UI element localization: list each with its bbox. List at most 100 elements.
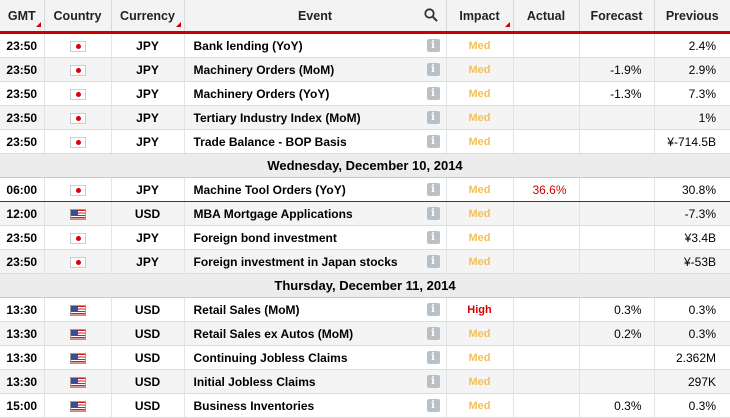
forecast-value: -1.3% <box>579 81 655 106</box>
event-time: 12:00 <box>0 201 45 226</box>
info-icon[interactable]: i <box>426 135 440 148</box>
previous-value: ¥3.4B <box>654 225 730 250</box>
column-header-gmt[interactable]: GMT <box>0 0 45 34</box>
event-name: Continuing Jobless Claims i <box>184 345 447 370</box>
impact-level: Med <box>446 201 514 226</box>
actual-value <box>513 297 580 322</box>
event-name-label[interactable]: Retail Sales (MoM) <box>193 302 300 317</box>
column-header-previous: Previous <box>654 0 730 34</box>
country-flag-cell <box>44 321 112 346</box>
sort-icon[interactable] <box>35 22 41 27</box>
event-row[interactable]: 23:50 JPY Foreign bond investment i Med ¥3.4B <box>0 225 730 250</box>
forecast-value <box>579 201 655 226</box>
sort-icon[interactable] <box>175 22 181 27</box>
event-row[interactable]: 23:50 JPY Machinery Orders (MoM) i Med -1.9% 2… <box>0 57 730 82</box>
info-icon[interactable]: i <box>426 87 440 100</box>
forecast-value: 0.2% <box>579 321 655 346</box>
event-row[interactable]: 23:50 JPY Tertiary Industry Index (MoM) i Me… <box>0 105 730 130</box>
event-time: 13:30 <box>0 345 45 370</box>
jp-flag-icon <box>69 184 86 196</box>
event-row[interactable]: 23:50 JPY Foreign investment in Japan stoc… <box>0 249 730 274</box>
date-separator-label: Thursday, December 11, 2014 <box>0 273 730 298</box>
info-icon[interactable]: i <box>426 207 440 220</box>
event-name-label[interactable]: Machine Tool Orders (YoY) <box>193 182 346 197</box>
event-name-label[interactable]: Business Inventories <box>193 398 315 413</box>
event-time: 23:50 <box>0 225 45 250</box>
forecast-value <box>579 225 655 250</box>
event-name-label[interactable]: Retail Sales ex Autos (MoM) <box>193 326 354 341</box>
event-name-label[interactable]: Tertiary Industry Index (MoM) <box>193 110 361 125</box>
us-flag-icon <box>69 208 86 220</box>
currency-code: USD <box>111 297 185 322</box>
us-flag-icon <box>69 304 86 316</box>
column-header-event: Event <box>184 0 447 34</box>
impact-level: Med <box>446 57 514 82</box>
country-flag-cell <box>44 201 112 226</box>
info-icon[interactable]: i <box>426 351 440 364</box>
impact-level: Med <box>446 177 514 202</box>
event-name-label[interactable]: Machinery Orders (MoM) <box>193 62 335 77</box>
event-row[interactable]: 12:00 USD MBA Mortgage Applications i Med -7.… <box>0 201 730 226</box>
previous-value: 1% <box>654 105 730 130</box>
event-row[interactable]: 13:30 USD Continuing Jobless Claims i Med 2.3… <box>0 345 730 370</box>
forecast-value: 0.3% <box>579 297 655 322</box>
impact-level: Med <box>446 249 514 274</box>
event-time: 23:50 <box>0 249 45 274</box>
event-name: Tertiary Industry Index (MoM) i <box>184 105 447 130</box>
jp-flag-icon <box>69 40 86 52</box>
jp-flag-icon <box>69 256 86 268</box>
previous-value: 0.3% <box>654 321 730 346</box>
currency-code: JPY <box>111 32 185 58</box>
info-icon[interactable]: i <box>426 39 440 52</box>
country-flag-cell <box>44 129 112 154</box>
info-icon[interactable]: i <box>426 183 440 196</box>
actual-value <box>513 393 580 418</box>
info-icon[interactable]: i <box>426 231 440 244</box>
country-flag-cell <box>44 225 112 250</box>
event-row[interactable]: 06:00 JPY Machine Tool Orders (YoY) i Med 36.… <box>0 177 730 202</box>
event-time: 15:00 <box>0 393 45 418</box>
previous-value: 2.362M <box>654 345 730 370</box>
event-time: 13:30 <box>0 321 45 346</box>
currency-code: JPY <box>111 225 185 250</box>
event-row[interactable]: 23:50 JPY Bank lending (YoY) i Med 2.4% <box>0 32 730 58</box>
event-time: 23:50 <box>0 32 45 58</box>
forecast-value <box>579 105 655 130</box>
actual-value <box>513 321 580 346</box>
event-name: Bank lending (YoY) i <box>184 32 447 58</box>
event-row[interactable]: 15:00 USD Business Inventories i Med 0.3% 0.3% <box>0 393 730 418</box>
info-icon[interactable]: i <box>426 375 440 388</box>
jp-flag-icon <box>69 64 86 76</box>
info-icon[interactable]: i <box>426 327 440 340</box>
info-icon[interactable]: i <box>426 111 440 124</box>
event-name-label[interactable]: MBA Mortgage Applications <box>193 206 353 221</box>
info-icon[interactable]: i <box>426 399 440 412</box>
actual-value <box>513 129 580 154</box>
search-icon[interactable] <box>423 8 438 25</box>
actual-value <box>513 201 580 226</box>
info-icon[interactable]: i <box>426 255 440 268</box>
column-header-impact[interactable]: Impact <box>446 0 514 34</box>
event-name-label[interactable]: Foreign investment in Japan stocks <box>193 254 398 269</box>
event-name-label[interactable]: Trade Balance - BOP Basis <box>193 134 347 149</box>
event-row[interactable]: 13:30 USD Retail Sales (MoM) i High 0.3% 0.3% <box>0 297 730 322</box>
event-name-label[interactable]: Initial Jobless Claims <box>193 374 316 389</box>
info-icon[interactable]: i <box>426 303 440 316</box>
column-header-currency[interactable]: Currency <box>111 0 185 34</box>
event-time: 23:50 <box>0 57 45 82</box>
sort-icon[interactable] <box>504 22 510 27</box>
event-name-label[interactable]: Machinery Orders (YoY) <box>193 86 330 101</box>
info-icon[interactable]: i <box>426 63 440 76</box>
actual-value <box>513 345 580 370</box>
event-name-label[interactable]: Continuing Jobless Claims <box>193 350 348 365</box>
jp-flag-icon <box>69 88 86 100</box>
event-row[interactable]: 13:30 USD Retail Sales ex Autos (MoM) i Med 0… <box>0 321 730 346</box>
column-header-country: Country <box>44 0 112 34</box>
actual-value <box>513 369 580 394</box>
event-name-label[interactable]: Bank lending (YoY) <box>193 38 303 53</box>
event-name-label[interactable]: Foreign bond investment <box>193 230 337 245</box>
event-row[interactable]: 23:50 JPY Machinery Orders (YoY) i Med -1.3% 7… <box>0 81 730 106</box>
event-row[interactable]: 23:50 JPY Trade Balance - BOP Basis i Med ¥-7… <box>0 129 730 154</box>
event-row[interactable]: 13:30 USD Initial Jobless Claims i Med 297K <box>0 369 730 394</box>
